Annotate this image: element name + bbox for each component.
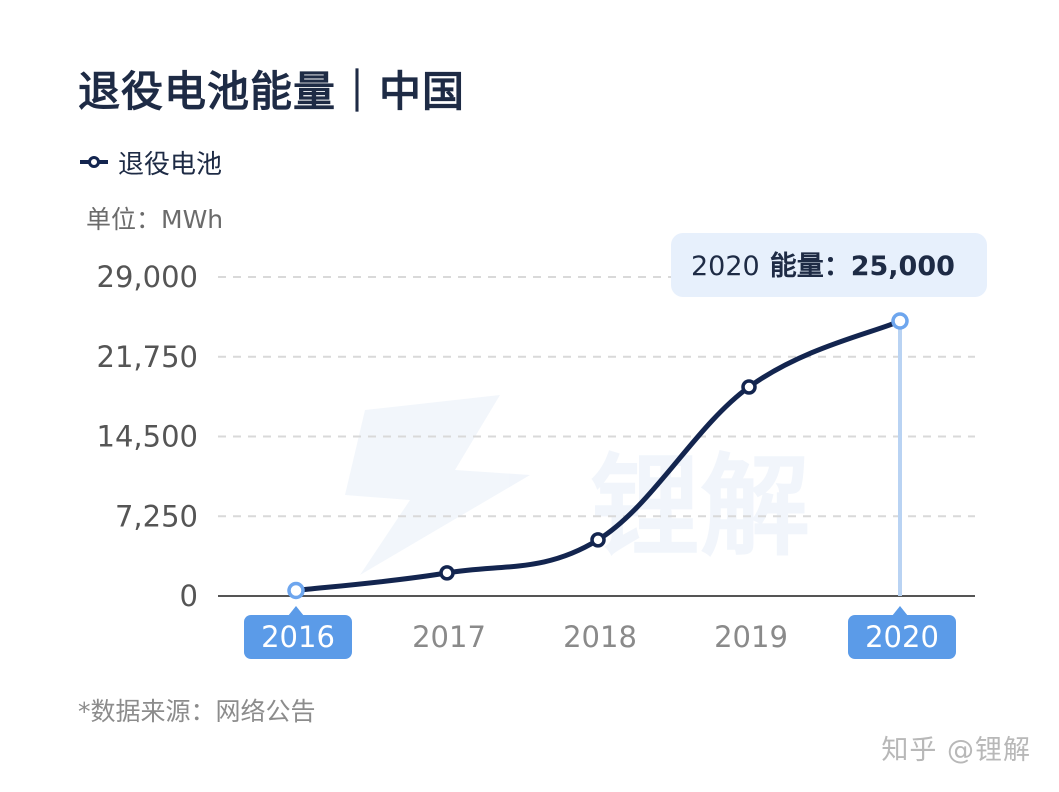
tooltip-value: 25,000 <box>851 251 955 282</box>
y-tick-label: 29,000 <box>97 260 198 294</box>
data-point[interactable] <box>590 532 606 548</box>
tooltip-year: 2020 <box>691 251 760 282</box>
x-tick-label: 2018 <box>563 620 637 654</box>
legend-label: 退役电池 <box>118 149 223 180</box>
legend-line-icon <box>80 156 108 168</box>
data-point[interactable] <box>439 565 455 581</box>
unit-label: 单位：MWh <box>86 205 224 234</box>
x-tag-highlight <box>244 615 352 659</box>
x-tick-label: 2020 <box>865 620 939 654</box>
page-title: 退役电池能量｜中国 <box>78 67 466 116</box>
data-point[interactable] <box>891 312 909 330</box>
brand-watermark: 知乎 @锂解 <box>881 735 1031 766</box>
x-tick-label: 2016 <box>261 620 335 654</box>
svg-text:锂解: 锂解 <box>590 443 810 571</box>
y-tick-label: 7,250 <box>115 499 198 533</box>
legend[interactable]: 退役电池 <box>80 144 222 180</box>
data-point[interactable] <box>287 581 305 600</box>
tooltip-label: 能量： <box>770 250 851 282</box>
x-tick-label: 2017 <box>412 620 486 654</box>
y-tick-label: 14,500 <box>97 420 198 454</box>
x-tag-highlight <box>848 615 956 659</box>
y-tick-label: 0 <box>180 579 198 613</box>
x-tag-pointer <box>288 606 304 616</box>
data-point[interactable] <box>741 379 757 395</box>
x-tag-pointer <box>892 606 908 616</box>
y-tick-label: 21,750 <box>97 340 198 374</box>
data-source-note: *数据来源：网络公告 <box>78 697 316 726</box>
tooltip: 2020 能量：25,000 <box>671 233 987 297</box>
x-tick-label: 2019 <box>714 620 788 654</box>
watermark-logo: 锂解 <box>345 395 810 575</box>
